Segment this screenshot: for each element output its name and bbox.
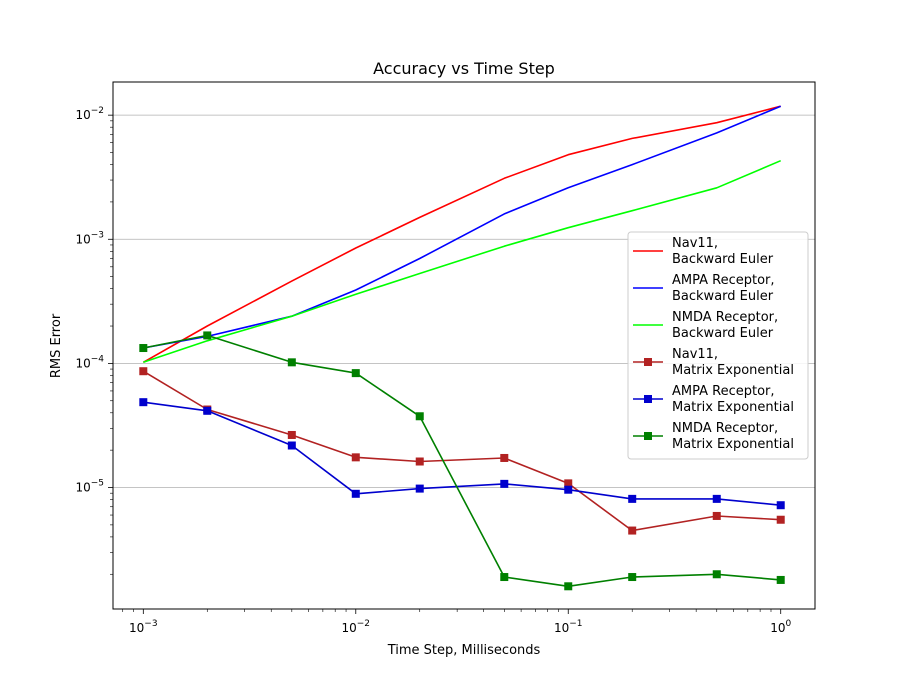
- legend-label: NMDA Receptor,: [672, 310, 778, 325]
- data-point: [415, 412, 424, 421]
- legend-item-5: NMDA Receptor,Matrix Exponential: [633, 421, 794, 452]
- legend-swatch-marker: [644, 395, 652, 403]
- legend-label: Nav11,: [672, 236, 718, 251]
- legend-label: AMPA Receptor,: [672, 273, 775, 288]
- series-5: [139, 331, 785, 591]
- chart-title: Accuracy vs Time Step: [373, 59, 555, 78]
- data-point: [139, 367, 148, 376]
- series-line: [142, 370, 781, 532]
- series-0: [142, 105, 781, 363]
- data-point: [500, 453, 509, 462]
- legend-item-2: NMDA Receptor,Backward Euler: [633, 310, 778, 341]
- series-line: [143, 159, 782, 364]
- legend-label: Matrix Exponential: [672, 437, 794, 452]
- data-point: [351, 489, 360, 498]
- series-line: [143, 105, 782, 349]
- data-point: [287, 358, 296, 367]
- y-tick-label: 10−4: [75, 354, 104, 370]
- data-point: [776, 515, 785, 524]
- series-line: [143, 401, 781, 506]
- legend-label: NMDA Receptor,: [672, 421, 778, 436]
- data-point: [628, 526, 637, 535]
- legend-item-0: Nav11,Backward Euler: [633, 236, 774, 267]
- data-point: [139, 344, 148, 353]
- data-point: [776, 501, 785, 510]
- x-axis-label: Time Step, Milliseconds: [387, 643, 541, 658]
- axis-ticks: 10−5 10−4 10−3 10−2 10−3 10−2 10−1 100: [75, 106, 791, 635]
- data-point: [287, 441, 296, 450]
- x-tick-label: 10−2: [341, 619, 370, 635]
- data-point: [415, 484, 424, 493]
- x-tick-label: 10−1: [554, 619, 583, 635]
- data-point: [415, 457, 424, 466]
- y-tick-label: 10−5: [75, 479, 104, 495]
- legend-label: Backward Euler: [672, 252, 774, 267]
- series-line: [143, 334, 781, 588]
- data-point: [564, 479, 573, 488]
- data-point: [500, 573, 509, 582]
- legend-label: Nav11,: [672, 347, 718, 362]
- y-tick-label: 10−3: [75, 230, 104, 246]
- x-tick-label: 10−3: [129, 619, 158, 635]
- data-point: [712, 511, 721, 520]
- data-point: [203, 406, 212, 415]
- plot-area-frame: [112, 81, 816, 610]
- data-point: [287, 430, 296, 439]
- data-point: [712, 570, 721, 579]
- legend-item-4: AMPA Receptor,Matrix Exponential: [633, 384, 794, 415]
- data-point: [628, 573, 637, 582]
- legend-frame: [627, 231, 809, 460]
- legend-label: Matrix Exponential: [672, 363, 794, 378]
- legend-item-3: Nav11,Matrix Exponential: [633, 347, 794, 378]
- series-line: [142, 105, 781, 363]
- data-point: [564, 485, 573, 494]
- data-point: [628, 494, 637, 503]
- legend-item-1: AMPA Receptor,Backward Euler: [633, 273, 775, 304]
- series-1: [143, 105, 782, 349]
- legend-label: Backward Euler: [672, 326, 774, 341]
- plot-series: [139, 105, 785, 591]
- series-2: [143, 159, 782, 364]
- data-point: [351, 453, 360, 462]
- data-point: [500, 479, 509, 488]
- y-tick-label: 10−2: [75, 106, 104, 122]
- data-point: [139, 398, 148, 407]
- data-point: [203, 331, 212, 340]
- legend-swatch-marker: [644, 358, 652, 366]
- legend-label: Backward Euler: [672, 289, 774, 304]
- series-4: [139, 398, 785, 510]
- legend-label: AMPA Receptor,: [672, 384, 775, 399]
- data-point: [712, 494, 721, 503]
- legend-label: Matrix Exponential: [672, 400, 794, 415]
- data-point: [564, 582, 573, 591]
- legend-swatch-marker: [644, 432, 652, 440]
- data-point: [776, 575, 785, 584]
- y-axis-label: RMS Error: [49, 313, 64, 378]
- x-tick-label: 100: [770, 619, 791, 635]
- data-point: [351, 369, 360, 378]
